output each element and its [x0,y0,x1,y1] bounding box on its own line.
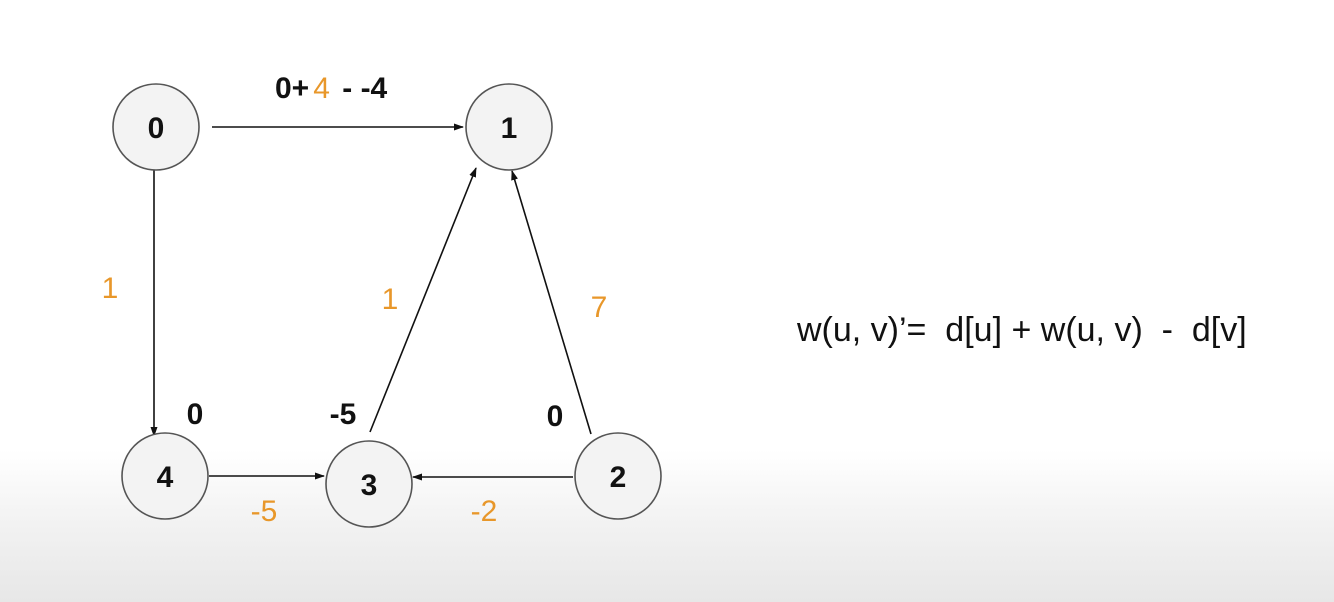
distance-node-3: -5 [330,398,357,431]
weight-edge-2-3: -2 [471,495,498,528]
edge-2-to-1-arrow [511,170,592,435]
edge-0-1-reweight-expression: 0+ 4 - -4 [275,72,388,105]
expr-prefix: 0+ [275,72,309,105]
distance-node-4: 0 [187,398,204,431]
edge-3-to-1-arrow [369,167,477,433]
node-0-label: 0 [148,112,165,145]
node-1-label: 1 [501,112,518,145]
weight-edge-3-1: 1 [382,283,399,316]
reweighting-formula: w(u, v)’= d[u] + w(u, v) - d[v] [796,311,1247,349]
node-1: 1 [465,83,553,171]
weight-edge-2-1: 7 [591,291,608,324]
node-2-label: 2 [610,461,627,494]
expr-suffix: - -4 [334,72,388,105]
weight-edge-0-4: 1 [102,272,119,305]
node-3: 3 [325,440,413,528]
weight-edge-4-3: -5 [251,495,278,528]
node-4: 4 [121,432,209,520]
node-4-label: 4 [157,461,174,494]
distance-node-2: 0 [547,400,564,433]
node-0: 0 [112,83,200,171]
node-3-label: 3 [361,469,378,502]
node-2: 2 [574,432,662,520]
expr-weight: 4 [313,72,330,105]
